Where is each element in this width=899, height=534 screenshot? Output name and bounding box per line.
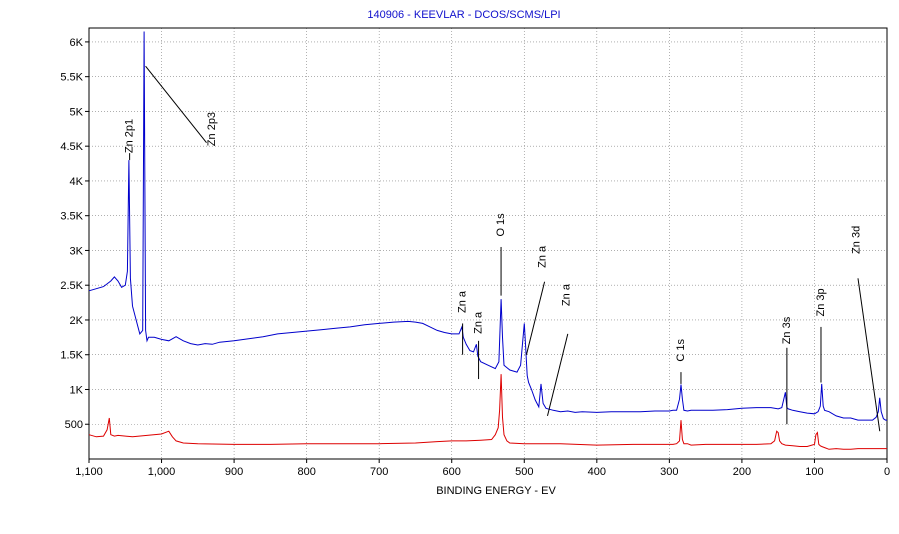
peak-label: Zn a [472, 311, 484, 334]
annotation-leader-line [547, 333, 569, 417]
peak-label: Zn 3p [815, 288, 827, 316]
x-tick-label: 800 [297, 466, 315, 478]
y-tick-label: 4K [70, 176, 84, 188]
chart-title: 140906 - KEEVLAR - DCOS/SCMS/LPI [367, 9, 560, 21]
peak-label: Zn 3s [781, 316, 793, 344]
y-tick-label: 6K [70, 37, 84, 49]
peak-label: Zn 3d [850, 226, 862, 254]
x-tick-label: 300 [660, 466, 678, 478]
x-tick-label: 500 [515, 466, 533, 478]
peak-label: Zn a [536, 245, 548, 268]
y-tick-label: 2K [70, 315, 84, 327]
x-axis: 1,100 1,000 900 800 700 600 500 400 300 200 100 0 [75, 459, 890, 478]
peak-label: Zn 2p1 [124, 119, 136, 153]
x-axis-title: BINDING ENERGY - EV [436, 485, 556, 497]
x-tick-label: 1,100 [75, 466, 103, 478]
peak-label: O 1s [495, 213, 507, 237]
x-tick-label: 700 [370, 466, 388, 478]
peak-label: Zn 2p3 [206, 112, 218, 146]
y-tick-label: 3.5K [60, 211, 83, 223]
y-tick-label: 5K [70, 106, 84, 118]
x-tick-label: 400 [588, 466, 606, 478]
x-tick-label: 0 [884, 466, 890, 478]
spectrum-series [88, 31, 887, 450]
x-tick-label: 900 [225, 466, 243, 478]
annotation-leader-line [857, 278, 881, 432]
y-tick-label: 5.5K [60, 72, 83, 84]
y-tick-label: 1.5K [60, 350, 83, 362]
spectrum-line-red [88, 374, 887, 450]
x-tick-label: 100 [805, 466, 823, 478]
y-tick-label: 1K [70, 384, 84, 396]
y-tick-label: 3K [70, 245, 84, 257]
y-tick-label: 2.5K [60, 280, 83, 292]
plot-area-frame [88, 27, 888, 460]
y-tick-label: 500 [65, 419, 83, 431]
peak-label: Zn a [560, 283, 572, 306]
annotation-leader-line [145, 65, 207, 144]
annotation-leader-line [525, 281, 546, 355]
peak-label: Zn a [457, 290, 469, 313]
y-tick-label: 4.5K [60, 141, 83, 153]
spectrum-line-blue [88, 31, 887, 421]
grid [88, 28, 888, 459]
peak-label: C 1s [675, 339, 687, 362]
x-tick-label: 1,000 [148, 466, 176, 478]
x-tick-label: 200 [733, 466, 751, 478]
y-axis: 500 1K 1.5K 2K 2.5K 3K 3.5K 4K 4.5K 5K 5.5K 6K [60, 37, 89, 431]
x-tick-label: 600 [443, 466, 461, 478]
